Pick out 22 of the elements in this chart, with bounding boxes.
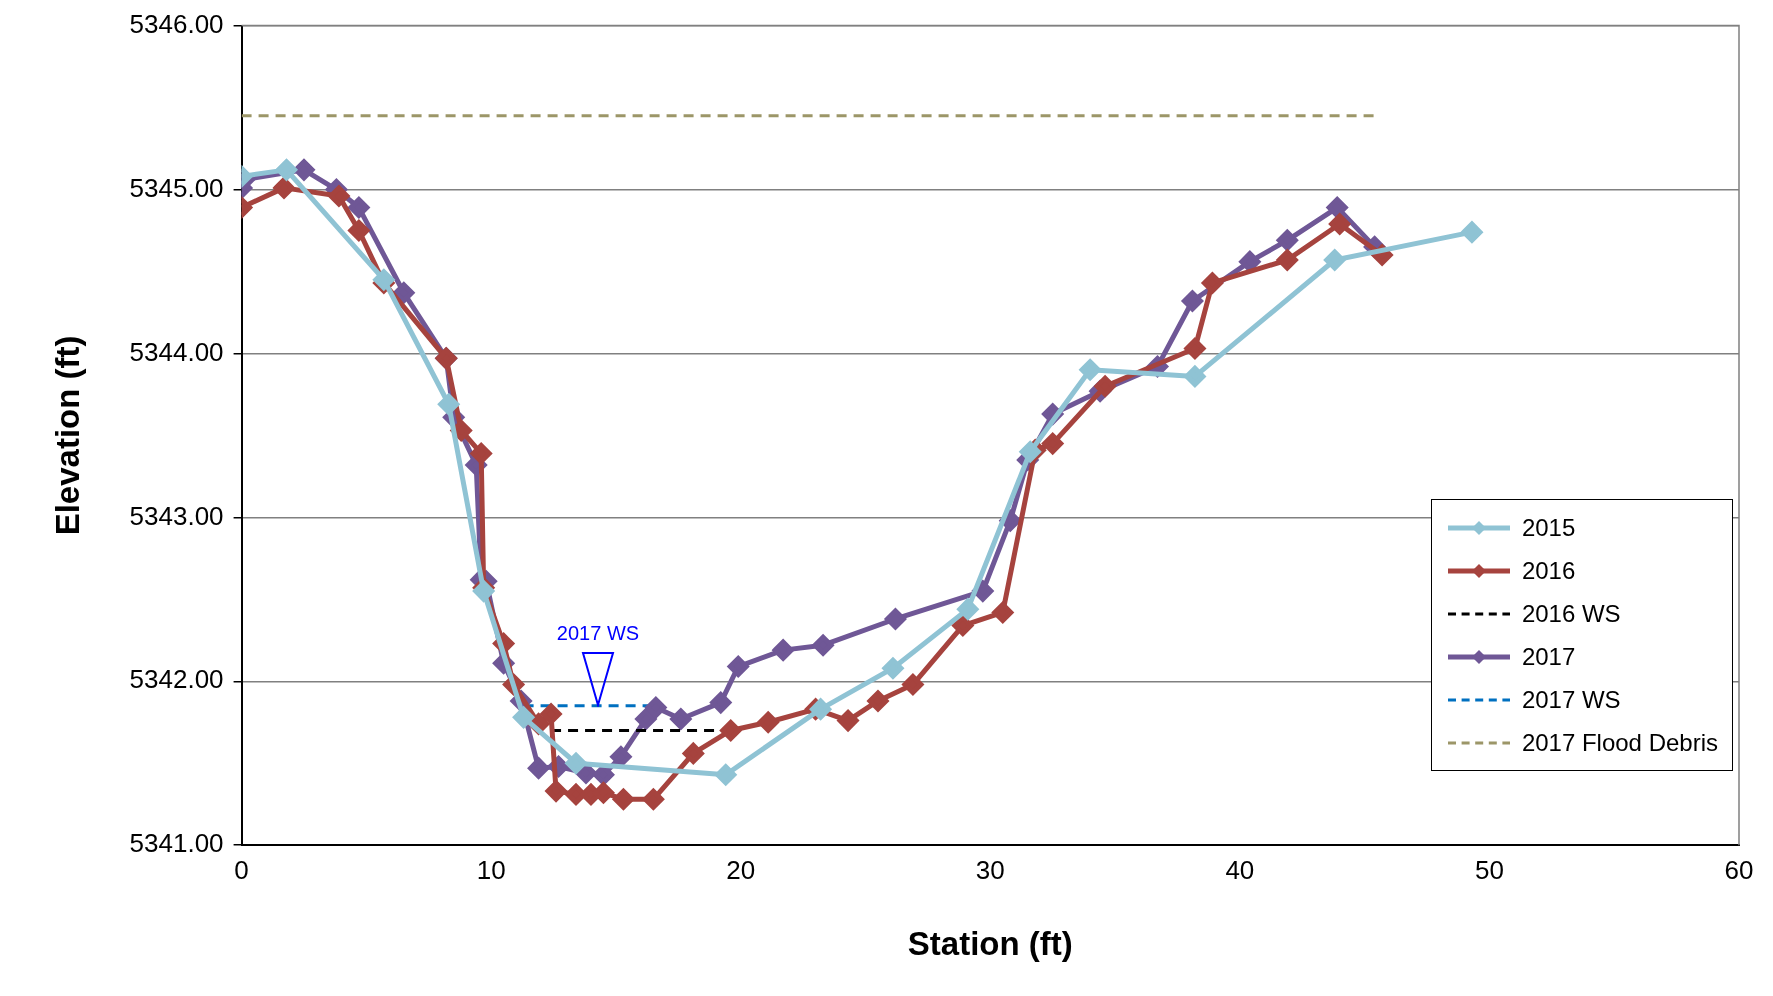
x-tick-label: 10 xyxy=(476,854,506,885)
x-tick-label: 20 xyxy=(726,854,756,885)
y-tick-label: 5344.00 xyxy=(129,336,224,367)
legend-label: 2016 xyxy=(1521,556,1576,585)
y-tick-label: 5343.00 xyxy=(129,500,224,531)
y-axis-title: Elevation (ft) xyxy=(48,335,86,536)
legend-label: 2016 WS xyxy=(1521,599,1621,628)
y-tick-label: 5345.00 xyxy=(129,172,224,203)
x-tick-label: 60 xyxy=(1724,854,1754,885)
legend-label: 2015 xyxy=(1521,513,1576,542)
legend-label: 2017 WS xyxy=(1521,685,1621,714)
x-tick-label: 40 xyxy=(1225,854,1255,885)
y-tick-label: 5346.00 xyxy=(129,8,224,39)
x-tick-label: 50 xyxy=(1474,854,1504,885)
x-tick-label: 30 xyxy=(975,854,1005,885)
annotation: 2017 WS xyxy=(556,622,640,645)
legend-label: 2017 xyxy=(1521,642,1576,671)
legend-label: 2017 Flood Debris xyxy=(1521,728,1718,757)
x-axis-title: Station (ft) xyxy=(907,925,1073,963)
y-tick-label: 5341.00 xyxy=(129,828,224,859)
y-tick-label: 5342.00 xyxy=(129,664,224,695)
x-tick-label: 0 xyxy=(234,854,249,885)
